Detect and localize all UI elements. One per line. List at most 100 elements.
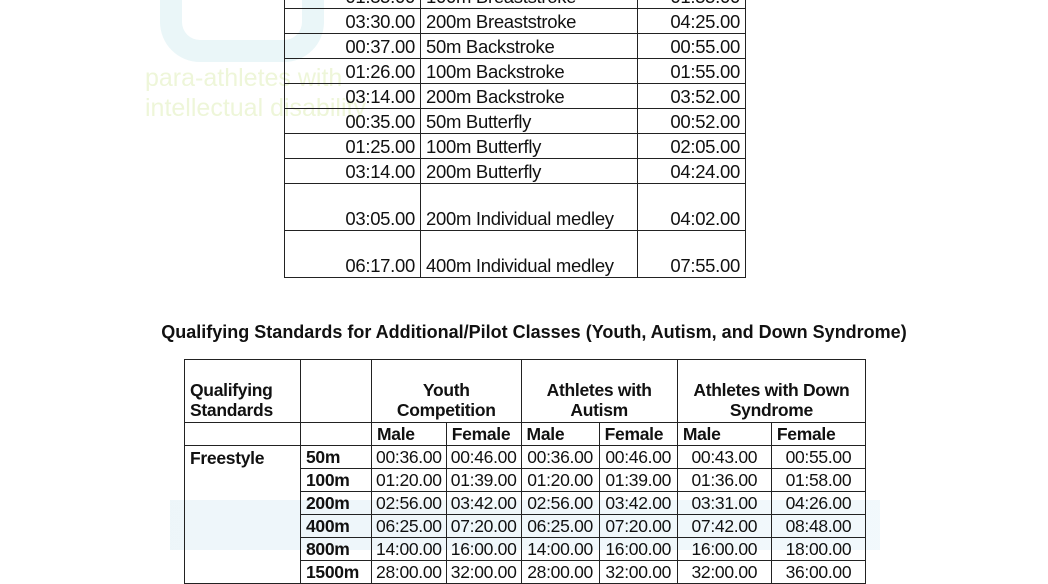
time-cell: 07:20.00 — [445, 514, 522, 538]
time-cell: 07:20.00 — [598, 514, 678, 538]
table-row: 00:35.00 50m Butterfly 00:52.00 — [284, 108, 746, 134]
sub-header: Female — [445, 422, 522, 446]
time-cell: 01:58.00 — [770, 468, 867, 492]
group-header-autism: Athletes with Autism — [520, 359, 678, 423]
stroke-cell — [184, 491, 301, 515]
time-cell: 00:55.00 — [770, 445, 867, 469]
distance-cell: 100m — [300, 468, 372, 492]
corner-header: Qualifying Standards — [184, 359, 301, 423]
time-cell: 03:42.00 — [445, 491, 522, 515]
sub-header: Female — [598, 422, 678, 446]
table-row: 01:26.00 100m Backstroke 01:55.00 — [284, 58, 746, 84]
time-standard-a: 06:17.00 — [284, 230, 421, 278]
sub-header: Male — [520, 422, 600, 446]
time-cell: 04:26.00 — [770, 491, 867, 515]
header-row: Qualifying Standards Youth Competition A… — [184, 359, 867, 423]
time-standard-a: 03:14.00 — [284, 83, 421, 109]
time-cell: 32:00.00 — [445, 560, 522, 584]
time-standard-b: 04:02.00 — [637, 183, 746, 231]
event-name: 400m Individual medley — [420, 230, 638, 278]
table-row: 1500m 28:00.00 32:00.00 28:00.00 32:00.00 32:… — [184, 560, 867, 584]
stroke-cell — [184, 560, 301, 584]
table-row: 800m 14:00.00 16:00.00 14:00.00 16:00.00 16:0… — [184, 537, 867, 561]
time-standard-b: 02:05.00 — [637, 133, 746, 159]
distance-cell: 800m — [300, 537, 372, 561]
time-cell: 01:20.00 — [371, 468, 447, 492]
event-name: 100m Breaststroke — [420, 0, 638, 9]
time-cell: 01:39.00 — [598, 468, 678, 492]
table-row: 100m 01:20.00 01:39.00 01:20.00 01:39.00 01:3… — [184, 468, 867, 492]
group-header-youth: Youth Competition — [371, 359, 522, 423]
time-cell: 28:00.00 — [520, 560, 600, 584]
time-cell: 32:00.00 — [676, 560, 772, 584]
time-standard-a: 03:30.00 — [284, 8, 421, 34]
sub-header: Male — [676, 422, 772, 446]
time-cell: 06:25.00 — [520, 514, 600, 538]
table-row: 03:14.00 200m Backstroke 03:52.00 — [284, 83, 746, 109]
section-title: Qualifying Standards for Additional/Pilo… — [161, 322, 907, 342]
time-cell: 06:25.00 — [371, 514, 447, 538]
table-row: 200m 02:56.00 03:42.00 02:56.00 03:42.00 03:3… — [184, 491, 867, 515]
table-row: 03:30.00 200m Breaststroke 04:25.00 — [284, 8, 746, 34]
table-row: 01:25.00 100m Butterfly 02:05.00 — [284, 133, 746, 159]
time-cell: 08:48.00 — [770, 514, 867, 538]
subheader-row: Male Female Male Female Male Female — [184, 422, 867, 446]
event-name: 200m Butterfly — [420, 158, 638, 184]
event-name: 50m Backstroke — [420, 33, 638, 59]
time-standard-b: 00:52.00 — [637, 108, 746, 134]
time-cell: 28:00.00 — [371, 560, 447, 584]
table-row: 00:37.00 50m Backstroke 00:55.00 — [284, 33, 746, 59]
group-header-down-syndrome: Athletes with Down Syndrome — [676, 359, 867, 423]
event-name: 50m Butterfly — [420, 108, 638, 134]
time-cell: 14:00.00 — [520, 537, 600, 561]
time-standard-a: 00:37.00 — [284, 33, 421, 59]
time-cell: 01:36.00 — [676, 468, 772, 492]
time-standard-b: 07:55.00 — [637, 230, 746, 278]
event-name: 200m Breaststroke — [420, 8, 638, 34]
sub-header: Male — [371, 422, 447, 446]
time-cell: 03:31.00 — [676, 491, 772, 515]
distance-cell: 1500m — [300, 560, 372, 584]
time-standard-a: 01:35.00 — [284, 0, 421, 9]
event-name: 200m Backstroke — [420, 83, 638, 109]
time-standard-b: 01:55.00 — [637, 0, 746, 9]
time-cell: 07:42.00 — [676, 514, 772, 538]
time-standard-a: 01:26.00 — [284, 58, 421, 84]
blank-cell — [300, 422, 372, 446]
sub-header: Female — [770, 422, 867, 446]
table-row: Freestyle 50m 00:36.00 00:46.00 00:36.00 00:4… — [184, 445, 867, 469]
blank-header — [300, 359, 372, 423]
event-name: 200m Individual medley — [420, 183, 638, 231]
time-standard-a: 03:05.00 — [284, 183, 421, 231]
time-cell: 00:36.00 — [371, 445, 447, 469]
time-cell: 14:00.00 — [371, 537, 447, 561]
time-cell: 16:00.00 — [445, 537, 522, 561]
time-cell: 16:00.00 — [676, 537, 772, 561]
distance-cell: 400m — [300, 514, 372, 538]
time-cell: 36:00.00 — [770, 560, 867, 584]
distance-cell: 50m — [300, 445, 372, 469]
pilot-classes-table: Qualifying Standards Youth Competition A… — [184, 359, 867, 584]
time-cell: 00:46.00 — [598, 445, 678, 469]
time-standard-a: 03:14.00 — [284, 158, 421, 184]
blank-cell — [184, 422, 301, 446]
time-cell: 00:43.00 — [676, 445, 772, 469]
time-standard-b: 03:52.00 — [637, 83, 746, 109]
time-standard-b: 00:55.00 — [637, 33, 746, 59]
time-cell: 16:00.00 — [598, 537, 678, 561]
time-standard-b: 01:55.00 — [637, 58, 746, 84]
time-cell: 00:46.00 — [445, 445, 522, 469]
time-standard-b: 04:24.00 — [637, 158, 746, 184]
event-name: 100m Butterfly — [420, 133, 638, 159]
time-cell: 01:39.00 — [445, 468, 522, 492]
time-standard-b: 04:25.00 — [637, 8, 746, 34]
time-cell: 18:00.00 — [770, 537, 867, 561]
time-cell: 02:56.00 — [520, 491, 600, 515]
stroke-cell — [184, 468, 301, 492]
table-row: 03:14.00 200m Butterfly 04:24.00 — [284, 158, 746, 184]
event-name: 100m Backstroke — [420, 58, 638, 84]
table-row: 06:17.00 400m Individual medley 07:55.00 — [284, 230, 746, 278]
time-standard-a: 00:35.00 — [284, 108, 421, 134]
